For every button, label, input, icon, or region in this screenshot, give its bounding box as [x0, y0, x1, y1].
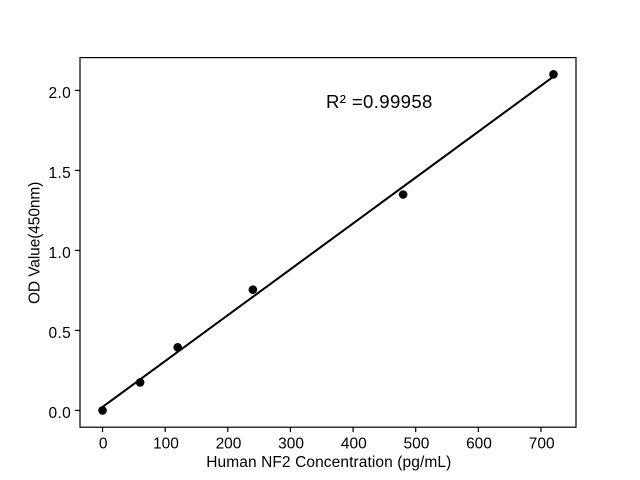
svg-text:100: 100 — [153, 436, 179, 453]
svg-text:300: 300 — [278, 436, 304, 453]
svg-text:0.0: 0.0 — [49, 405, 72, 422]
svg-text:200: 200 — [216, 436, 242, 453]
svg-text:R² =0.99958: R² =0.99958 — [326, 91, 433, 112]
svg-text:Human NF2 Concentration (pg/mL: Human NF2 Concentration (pg/mL) — [206, 454, 451, 471]
svg-text:500: 500 — [403, 436, 429, 453]
svg-text:0: 0 — [99, 436, 108, 453]
svg-text:OD Value(450nm): OD Value(450nm) — [27, 182, 44, 304]
svg-text:600: 600 — [466, 436, 492, 453]
svg-text:0.5: 0.5 — [49, 325, 71, 342]
svg-text:1.5: 1.5 — [49, 165, 71, 182]
svg-text:1.0: 1.0 — [49, 245, 72, 262]
svg-text:2.0: 2.0 — [49, 85, 72, 102]
svg-text:700: 700 — [529, 436, 555, 453]
svg-text:400: 400 — [341, 436, 367, 453]
